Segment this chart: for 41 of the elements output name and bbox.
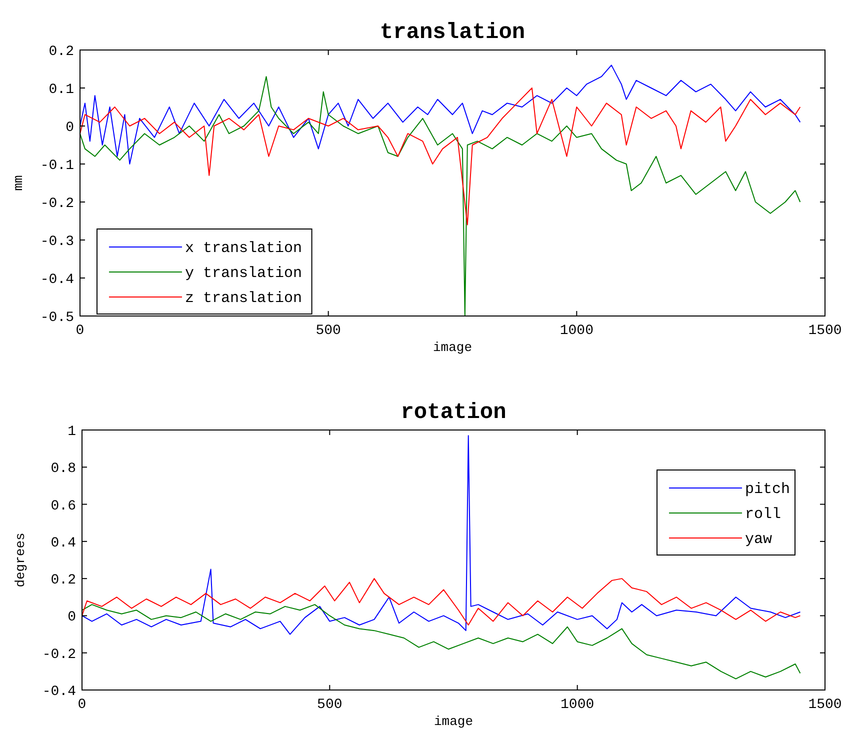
y-tick-label: -0.4 xyxy=(40,272,74,288)
y-tick-label: 0 xyxy=(68,610,76,626)
x-tick-label: 500 xyxy=(317,697,342,713)
x-tick-label: 0 xyxy=(78,697,86,713)
x-tick-label: 1500 xyxy=(808,697,842,713)
y-tick-label: -0.2 xyxy=(40,196,74,212)
y-axis-title: mm xyxy=(11,175,26,191)
x-axis-title: image xyxy=(434,714,474,729)
legend-label: z translation xyxy=(185,290,302,307)
y-tick-label: 0.2 xyxy=(50,572,76,589)
y-tick-label: -0.2 xyxy=(42,646,76,663)
y-tick-label: 0 xyxy=(66,120,74,136)
y-tick-label: 0.1 xyxy=(48,82,74,98)
legend-label: pitch xyxy=(745,481,790,498)
x-tick-label: 1000 xyxy=(560,697,594,713)
chart-title: translation xyxy=(380,20,526,45)
line-series xyxy=(82,604,801,680)
x-tick-label: 1500 xyxy=(808,323,842,339)
y-tick-label: -0.5 xyxy=(40,310,74,326)
line-series xyxy=(80,64,801,164)
y-tick-label: -0.4 xyxy=(42,684,76,700)
x-tick-label: 1000 xyxy=(560,323,594,339)
y-axis-title: degrees xyxy=(13,532,28,588)
legend-label: x translation xyxy=(185,240,302,257)
line-series xyxy=(80,88,801,226)
legend-label: yaw xyxy=(745,531,772,548)
y-tick-label: 0.4 xyxy=(50,535,76,552)
line-series xyxy=(82,578,801,626)
y-tick-label: 0.2 xyxy=(48,44,74,60)
line-series xyxy=(80,76,801,316)
x-axis-title: image xyxy=(432,340,472,355)
line-series xyxy=(82,435,801,635)
y-tick-label: 1 xyxy=(68,424,76,440)
y-tick-label: -0.3 xyxy=(40,234,74,250)
y-tick-label: 0.8 xyxy=(50,461,76,478)
y-tick-label: -0.1 xyxy=(40,158,74,174)
y-tick-label: 0.6 xyxy=(50,498,76,514)
legend-label: y translation xyxy=(185,265,302,282)
x-tick-label: 500 xyxy=(316,323,341,339)
chart-title: rotation xyxy=(400,400,506,425)
legend-label: roll xyxy=(745,506,782,523)
